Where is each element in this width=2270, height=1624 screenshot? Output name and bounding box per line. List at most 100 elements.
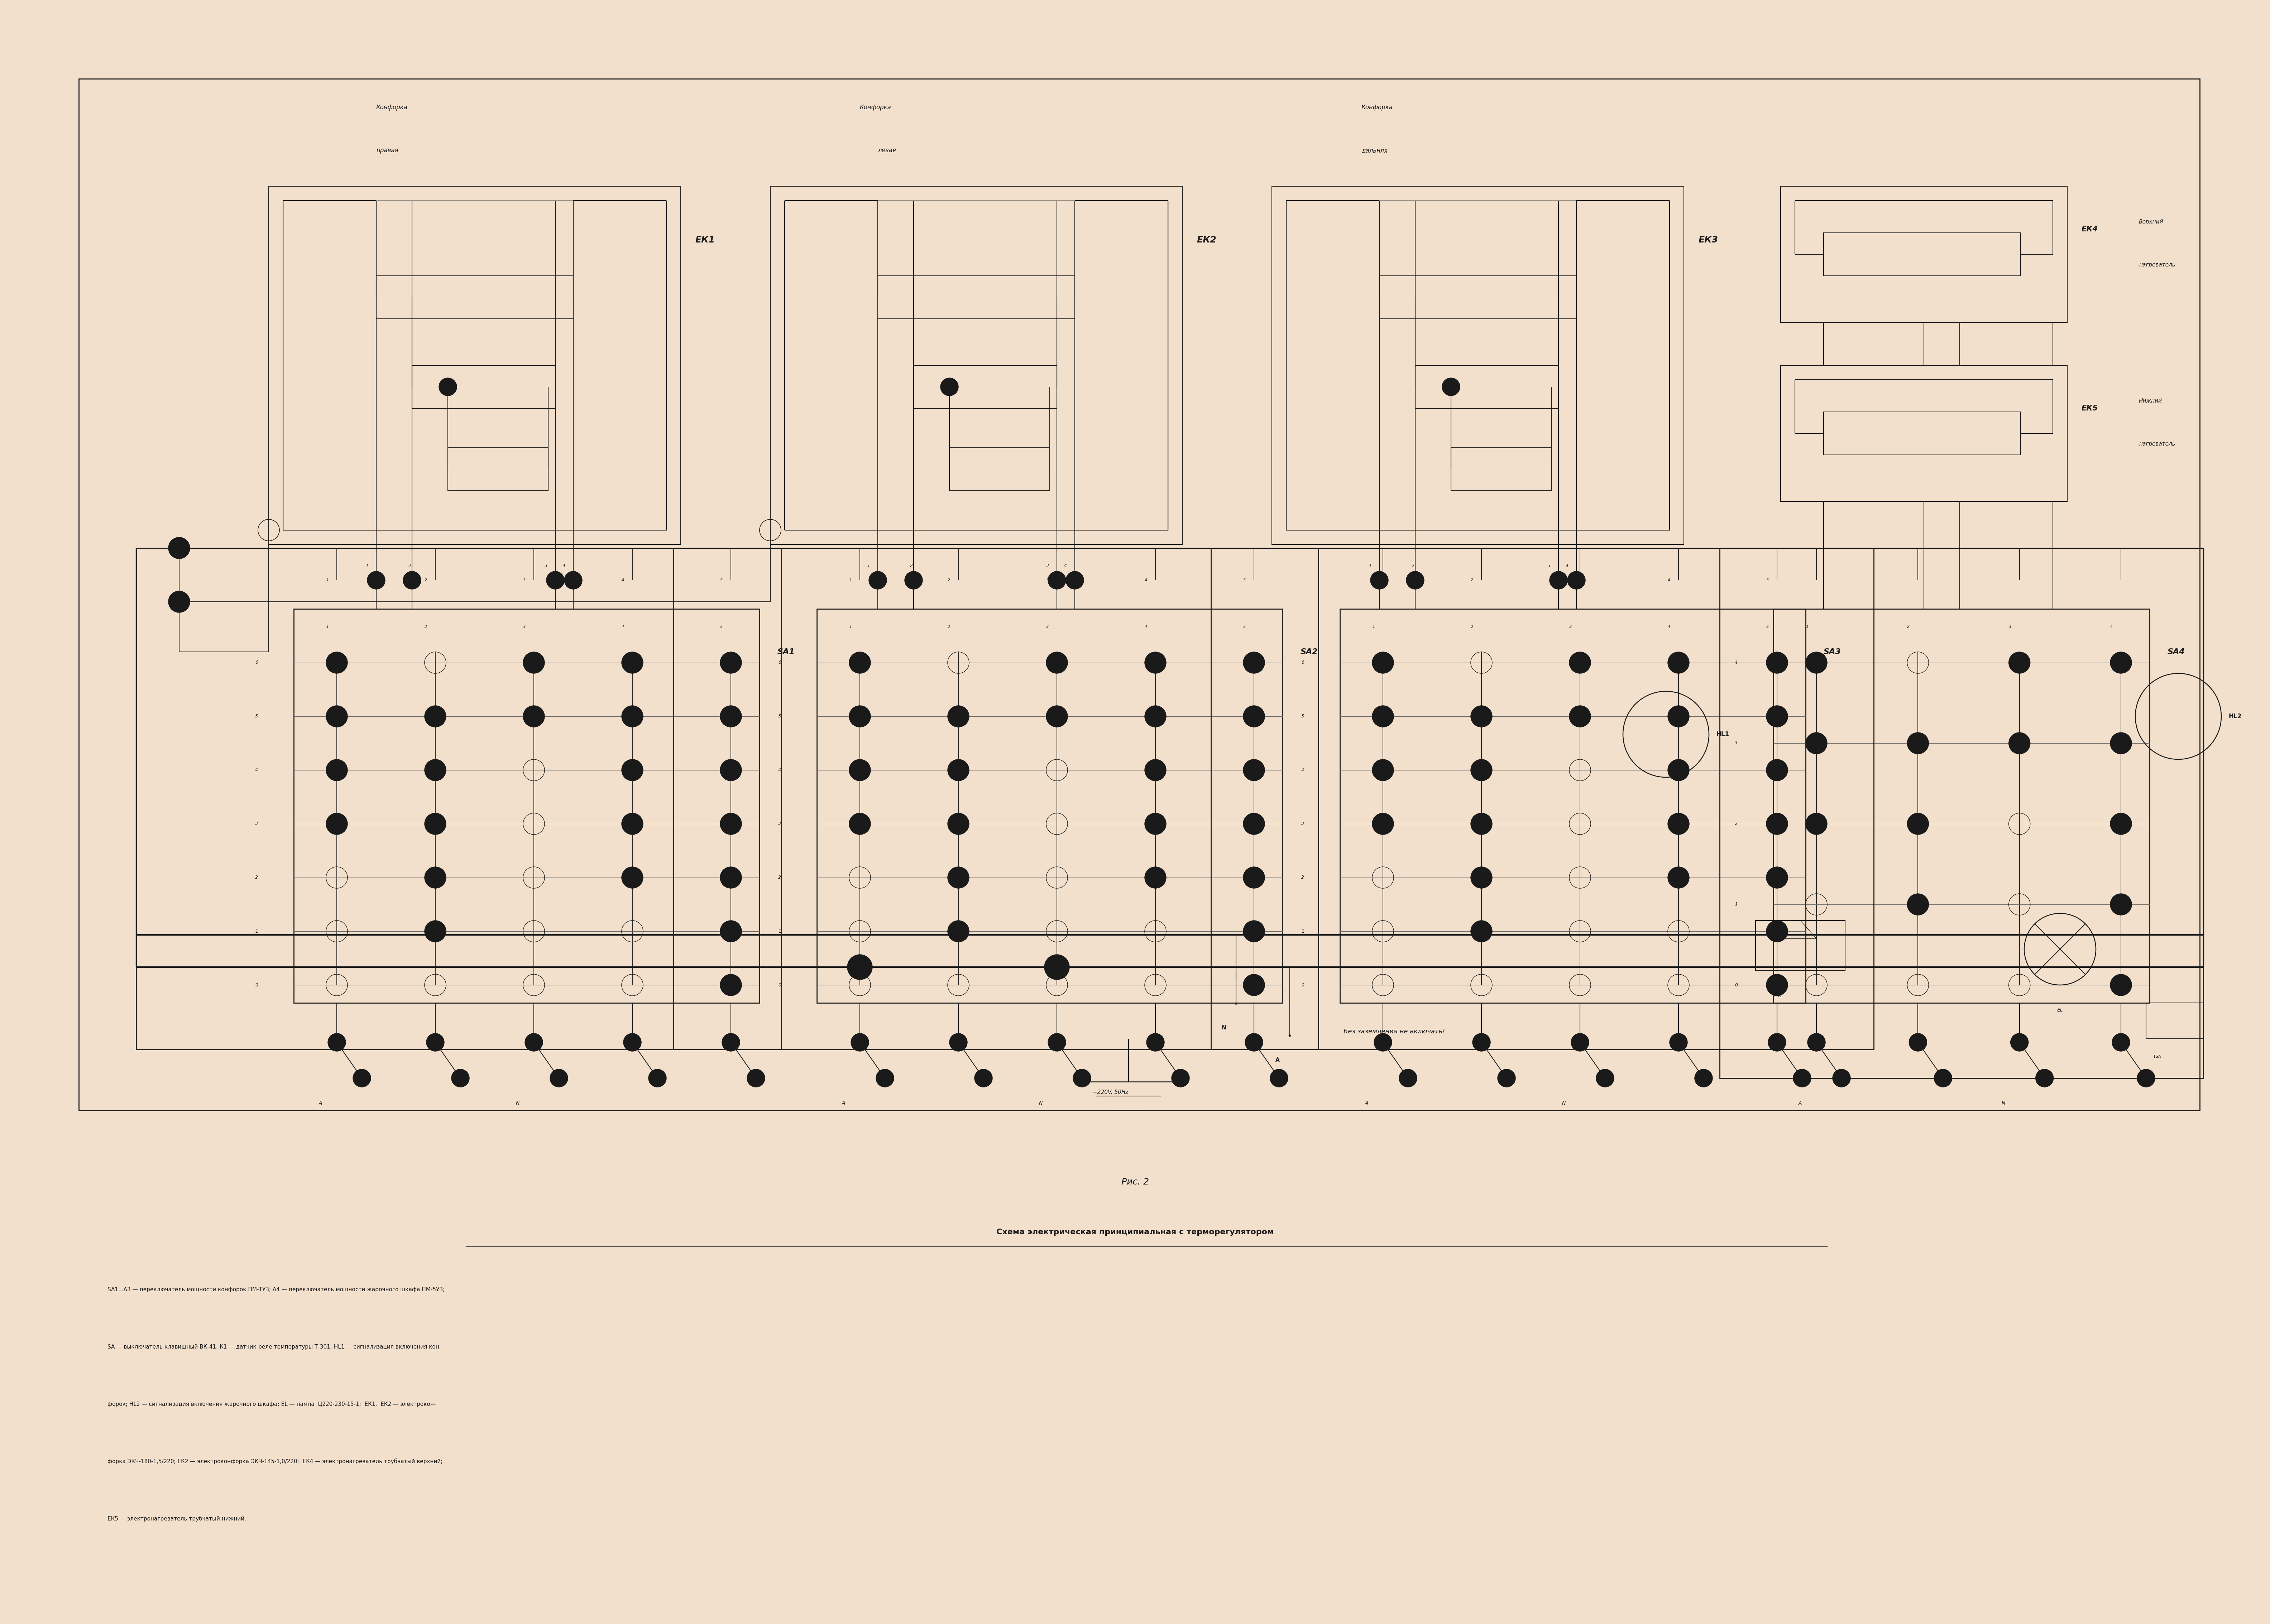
- Bar: [268, 187, 681, 544]
- Circle shape: [849, 651, 872, 674]
- Circle shape: [851, 1033, 869, 1051]
- Circle shape: [974, 1069, 992, 1086]
- Circle shape: [1668, 705, 1689, 728]
- Circle shape: [2111, 732, 2132, 754]
- Bar: [1755, 921, 1846, 971]
- Circle shape: [1244, 1033, 1262, 1051]
- Text: 2: 2: [1471, 625, 1473, 628]
- Circle shape: [622, 814, 642, 835]
- Circle shape: [720, 921, 742, 942]
- Circle shape: [327, 651, 347, 674]
- Circle shape: [1766, 705, 1789, 728]
- Bar: [1287, 201, 1668, 529]
- Text: 1: 1: [327, 578, 329, 581]
- Circle shape: [424, 921, 445, 942]
- Bar: [1380, 276, 1575, 318]
- Text: Конфорка: Конфорка: [860, 104, 892, 110]
- Text: EL: EL: [2057, 1007, 2063, 1013]
- Circle shape: [168, 591, 191, 612]
- Circle shape: [1146, 1033, 1165, 1051]
- Text: A: A: [1276, 1057, 1280, 1062]
- Circle shape: [720, 814, 742, 835]
- Circle shape: [2111, 651, 2132, 674]
- Circle shape: [1171, 1069, 1189, 1086]
- Text: 3: 3: [1046, 564, 1049, 568]
- Text: SA — выключатель клавишный ВК-41; К1 — датчик-реле температуры Т-301; HL1 — сигн: SA — выключатель клавишный ВК-41; К1 — д…: [107, 1345, 440, 1350]
- Circle shape: [1373, 1033, 1392, 1051]
- Circle shape: [404, 572, 420, 590]
- Circle shape: [2111, 893, 2132, 916]
- Circle shape: [720, 705, 742, 728]
- Text: 3: 3: [2009, 625, 2011, 628]
- Circle shape: [1668, 651, 1689, 674]
- Text: 3: 3: [1301, 822, 1303, 827]
- Text: ЕК3: ЕК3: [1698, 235, 1718, 244]
- Text: 4: 4: [1144, 578, 1146, 581]
- Circle shape: [947, 705, 969, 728]
- Text: SA2: SA2: [1301, 648, 1319, 656]
- Text: дальняя: дальняя: [1362, 148, 1387, 154]
- Bar: [447, 448, 547, 490]
- Text: 2: 2: [910, 564, 913, 568]
- Circle shape: [522, 705, 545, 728]
- Text: N: N: [1562, 1101, 1566, 1106]
- Text: 4: 4: [1734, 661, 1737, 664]
- Text: 3: 3: [1046, 578, 1049, 581]
- Circle shape: [849, 760, 872, 781]
- Bar: [1721, 547, 2204, 1078]
- Circle shape: [327, 705, 347, 728]
- Text: 3: 3: [254, 822, 259, 827]
- Text: 0: 0: [254, 983, 259, 987]
- Text: 5: 5: [1244, 625, 1246, 628]
- Circle shape: [1907, 893, 1930, 916]
- Circle shape: [1571, 1033, 1589, 1051]
- Text: 1: 1: [849, 578, 851, 581]
- Circle shape: [1907, 732, 1930, 754]
- Text: SA4: SA4: [2168, 648, 2186, 656]
- Circle shape: [424, 867, 445, 888]
- Bar: [284, 201, 667, 529]
- Bar: [293, 609, 760, 1004]
- Text: A: A: [1364, 1101, 1369, 1106]
- Circle shape: [547, 572, 565, 590]
- Bar: [1823, 412, 2020, 455]
- Circle shape: [1766, 974, 1789, 996]
- Circle shape: [1805, 814, 1827, 835]
- Circle shape: [1244, 651, 1264, 674]
- Bar: [674, 547, 1319, 1049]
- Circle shape: [1441, 378, 1460, 396]
- Circle shape: [1793, 1069, 1811, 1086]
- Circle shape: [1371, 572, 1389, 590]
- Circle shape: [1668, 1033, 1687, 1051]
- Bar: [1414, 365, 1559, 408]
- Circle shape: [624, 1033, 642, 1051]
- Circle shape: [947, 814, 969, 835]
- Circle shape: [849, 814, 872, 835]
- Text: 1: 1: [1805, 625, 1809, 628]
- Bar: [1339, 609, 1805, 1004]
- Text: 3: 3: [1569, 625, 1571, 628]
- Bar: [1823, 232, 2020, 276]
- Circle shape: [622, 651, 642, 674]
- Bar: [79, 80, 2200, 1111]
- Circle shape: [452, 1069, 470, 1086]
- Circle shape: [424, 760, 445, 781]
- Circle shape: [720, 974, 742, 996]
- Text: SK1: SK1: [1773, 994, 1782, 999]
- Text: нагреватель: нагреватель: [2138, 263, 2175, 268]
- Circle shape: [1696, 1069, 1712, 1086]
- Text: HL2: HL2: [2229, 713, 2240, 719]
- Text: 0: 0: [1734, 983, 1737, 987]
- Circle shape: [1766, 814, 1789, 835]
- Circle shape: [2009, 651, 2029, 674]
- Circle shape: [2011, 1033, 2029, 1051]
- Circle shape: [1046, 705, 1067, 728]
- Text: A: A: [1798, 1101, 1802, 1106]
- Text: 5: 5: [1244, 578, 1246, 581]
- Circle shape: [1766, 651, 1789, 674]
- Text: 2: 2: [1907, 625, 1909, 628]
- Circle shape: [1668, 867, 1689, 888]
- Circle shape: [549, 1069, 568, 1086]
- Text: 1: 1: [779, 929, 781, 934]
- Bar: [1780, 365, 2068, 502]
